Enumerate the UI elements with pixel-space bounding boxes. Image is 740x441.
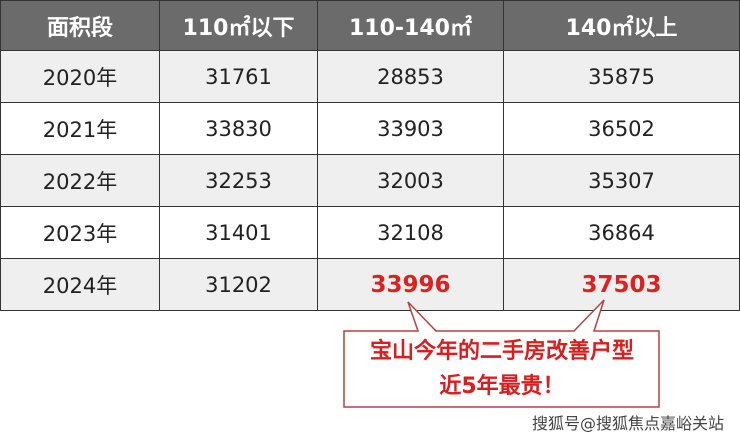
header-row: 面积段 110㎡以下 110-140㎡ 140㎡以上 bbox=[0, 0, 740, 51]
year-cell: 2024年 bbox=[0, 258, 160, 311]
value-cell: 31202 bbox=[159, 258, 318, 311]
value-cell: 28853 bbox=[317, 50, 504, 103]
watermark: 搜狐号@搜狐焦点嘉峪关站 bbox=[531, 414, 724, 433]
value-cell: 35875 bbox=[503, 50, 740, 103]
header-over-140: 140㎡以上 bbox=[503, 0, 740, 51]
callout-line-2: 近5年最贵！ bbox=[439, 374, 565, 399]
highlighted-value-cell: 37503 bbox=[503, 258, 740, 311]
value-cell: 33830 bbox=[159, 102, 318, 155]
callout-line-1: 宝山今年的二手房改善户型 bbox=[369, 339, 634, 364]
year-cell: 2023年 bbox=[0, 206, 160, 259]
value-cell: 35307 bbox=[503, 154, 740, 207]
year-cell: 2022年 bbox=[0, 154, 160, 207]
value-cell: 32003 bbox=[317, 154, 504, 207]
callout-shape bbox=[343, 299, 660, 408]
value-cell: 36502 bbox=[503, 102, 740, 155]
value-cell: 31761 bbox=[159, 50, 318, 103]
value-cell: 32108 bbox=[317, 206, 504, 259]
callout-text: 宝山今年的二手房改善户型 近5年最贵！ bbox=[344, 334, 660, 404]
price-table: 面积段 110㎡以下 110-140㎡ 140㎡以上 2020年 31761 2… bbox=[0, 0, 740, 311]
value-cell: 32253 bbox=[159, 154, 318, 207]
value-cell: 36864 bbox=[503, 206, 740, 259]
header-area: 面积段 bbox=[0, 0, 160, 51]
highlighted-value-cell: 33996 bbox=[317, 258, 504, 311]
table-row: 2022年 32253 32003 35307 bbox=[0, 154, 740, 207]
table-row: 2024年 31202 33996 37503 bbox=[0, 258, 740, 311]
table-row: 2020年 31761 28853 35875 bbox=[0, 50, 740, 103]
year-cell: 2020年 bbox=[0, 50, 160, 103]
